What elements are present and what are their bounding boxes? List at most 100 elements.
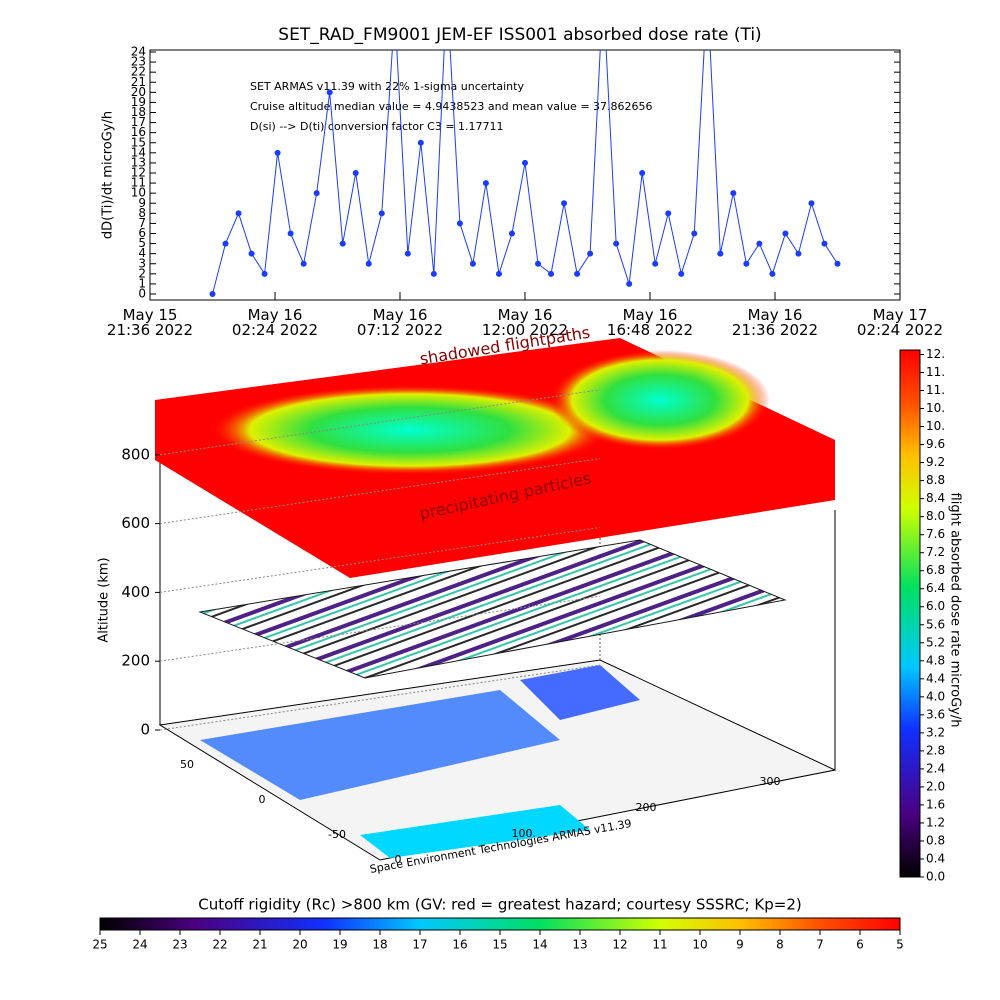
colorbar-tick-label: 1.6 [926,797,945,811]
colorbar-title: Cutoff rigidity (Rc) >800 km (GV: red = … [198,896,801,914]
point [587,250,594,257]
y-tick-label: 11 [131,176,146,190]
point [522,159,528,166]
annotation: SET ARMAS v11.39 with 22% 1-sigma uncert… [250,80,524,93]
x-tick-label: May 16 02:24 2022 [232,306,318,339]
colorbar-tick-label: 12. [926,347,945,361]
colorbar-tick-label: 8 [776,938,784,952]
z-label: Altitude (km) [97,557,112,642]
point [313,190,320,197]
colorbar-tick-label: 9 [736,938,744,952]
point [352,170,359,176]
colorbar-tick-label: 11. [926,383,945,397]
y-tick-label: 21 [131,75,146,89]
point [430,270,437,277]
point [613,240,620,247]
point [782,230,789,237]
colorbar-tick-label: 8.0 [926,509,945,523]
colorbar-tick-label: 0.8 [926,833,945,847]
lat-tick-label: 0 [259,793,266,806]
title: SET_RAD_FM9001 JEM-EF ISS001 absorbed do… [278,25,761,45]
colorbar-tick-label: 2.4 [926,761,945,775]
y-tick-label: 13 [131,155,146,169]
colorbar-tick-label: 5.6 [926,617,945,631]
y-tick-label: 3 [138,256,146,270]
point [222,240,229,247]
y-tick-label: 9 [138,196,146,210]
lat-tick-label: -50 [328,828,346,841]
point [274,149,281,156]
point [548,270,555,277]
colorbar-tick-label: 0.0 [926,870,945,884]
point [365,260,372,267]
colorbar-tick-label: 10. [926,419,945,433]
colorbar-tick-label: 6.0 [926,599,945,613]
series [209,50,841,297]
colorbar-tick-label: 13 [572,938,587,952]
colorbar-tick-label: 7 [816,938,824,952]
colorbar-tick-label: 8.8 [926,473,945,487]
y-tick-label: 4 [138,246,146,260]
point [535,260,542,267]
colorbar-tick-label: 14 [532,938,547,952]
point [339,240,346,247]
colorbar [899,349,921,878]
y-tick-label: 6 [138,226,146,240]
point [808,200,815,207]
colorbar-tick-label: 3.6 [926,707,945,721]
colorbar-tick-label: 4.0 [926,689,945,703]
colorbar-tick-label: 9.6 [926,437,945,451]
slab-hole [210,385,610,475]
3d-panel: shadowed flightpaths precipitating parti… [97,323,837,876]
lon-tick-label: 200 [636,801,657,814]
point [678,270,685,277]
continent [520,665,640,720]
colorbar-tick-label: 7.2 [926,545,945,559]
colorbar-tick-label: 5.2 [926,635,945,649]
colorbar-tick-label: 18 [372,938,387,952]
time-series-panel: SET_RAD_FM9001 JEM-EF ISS001 absorbed do… [101,25,944,339]
y-tick-label: 12 [131,166,146,180]
colorbar-tick-label: 20 [292,938,307,952]
z-tick-label: 600 [121,514,150,532]
y-label: dD(Ti)/dt microGy/h [101,111,116,239]
colorbar-tick-label: 25 [92,938,107,952]
colorbar-tick-label: 6.8 [926,563,945,577]
y-tick-label: 0 [138,287,146,301]
y-tick-label: 1 [138,276,146,290]
point [495,270,502,277]
colorbar-tick-label: 3.2 [926,725,945,739]
annotation: D(si) --> D(ti) conversion factor C3 = 1… [250,120,504,133]
point [561,200,568,207]
y-tick-label: 23 [131,55,146,69]
colorbar-tick-label: 10 [692,938,707,952]
y-tick-label: 2 [138,266,146,280]
colorbar-tick-label: 21 [252,938,267,952]
point [469,260,476,267]
x-tick-label: May 16 07:12 2022 [357,306,443,339]
colorbar-tick-label: 0.4 [926,851,945,865]
colorbar-label: flight absorbed dose rate microGy/h [948,493,963,728]
point [456,220,463,227]
x-tick-label: May 15 21:36 2022 [107,306,193,339]
lat-tick-label: 50 [180,758,194,771]
colorbar-tick-label: 1.2 [926,815,945,829]
colorbar [99,917,901,931]
point [730,190,737,197]
colorbar-tick-label: 12 [612,938,627,952]
point [652,260,659,267]
y-tick-label: 16 [131,125,146,139]
colorbar-tick-label: 6 [856,938,864,952]
point [482,180,489,187]
point [574,270,581,277]
colorbar-tick-label: 24 [132,938,147,952]
point [665,210,672,217]
colorbar-tick-label: 11. [926,365,945,379]
z-tick-label: 400 [121,583,150,601]
lon-tick-label: 100 [512,827,533,840]
colorbar-tick-label: 15 [492,938,507,952]
colorbar-tick-label: 16 [452,938,467,952]
x-tick-label: May 16 21:36 2022 [732,306,818,339]
colorbar-tick-label: 11 [652,938,667,952]
